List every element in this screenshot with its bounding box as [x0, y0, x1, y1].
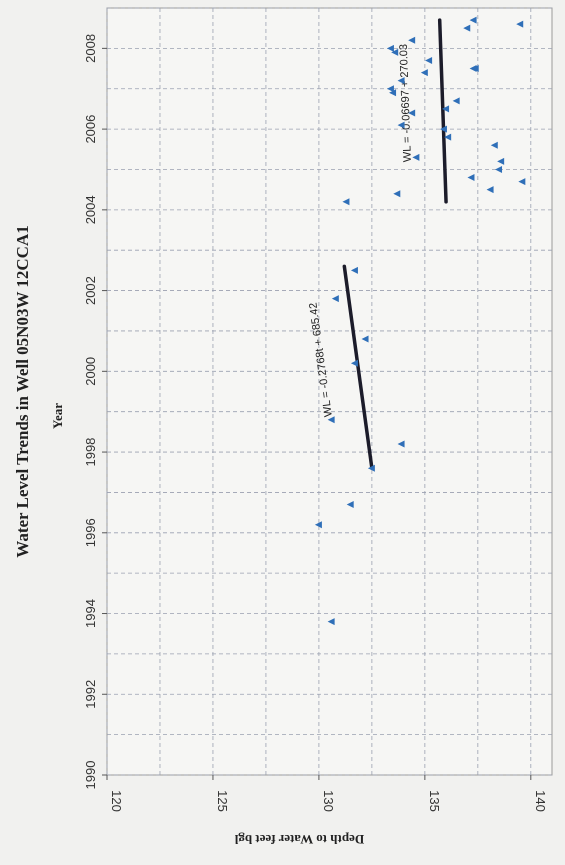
data-point	[425, 56, 433, 64]
y-axis-title: Depth to Water feet bgl	[234, 832, 364, 847]
y-tick-label: 130	[321, 790, 336, 812]
x-tick-label: 1996	[83, 518, 98, 547]
data-point	[408, 109, 416, 117]
data-point	[327, 416, 335, 424]
tick-labels: 1990 1992 1994 1996 1998 2000 2002 2004 2006 2008…	[83, 34, 548, 812]
data-point	[412, 153, 420, 161]
data-point	[452, 97, 460, 105]
trendline	[437, 18, 448, 204]
data-point	[391, 48, 399, 56]
y-tick-label: 120	[109, 790, 124, 812]
data-point	[444, 133, 452, 141]
data-point	[471, 65, 479, 73]
data-point	[386, 85, 394, 93]
data-point	[420, 69, 428, 77]
data-point	[469, 16, 477, 24]
y-tick-label: 140	[533, 790, 548, 812]
y-tick-label: 125	[215, 790, 230, 812]
data-point	[342, 198, 350, 206]
data-point	[397, 77, 405, 85]
data-points	[314, 16, 526, 626]
grid	[106, 7, 552, 776]
data-point	[346, 501, 354, 509]
data-point	[397, 440, 405, 448]
data-point	[327, 618, 335, 626]
chart-title: Water Level Trends in Well 05N03W 12CCA1	[13, 225, 32, 557]
x-tick-label: 2004	[83, 195, 98, 224]
data-point	[367, 464, 375, 472]
data-point	[314, 521, 322, 529]
data-point	[389, 89, 397, 97]
data-point	[397, 121, 405, 129]
data-point	[408, 36, 416, 44]
data-point	[439, 125, 447, 133]
data-point	[497, 157, 505, 165]
x-tick-label: 2000	[83, 357, 98, 386]
data-point	[393, 190, 401, 198]
data-point	[467, 174, 475, 182]
x-tick-label: 2002	[83, 276, 98, 305]
x-tick-label: 1994	[83, 599, 98, 628]
x-tick-label: 2006	[83, 115, 98, 144]
data-point	[361, 335, 369, 343]
x-tick-label: 2008	[83, 34, 98, 63]
data-point	[442, 105, 450, 113]
x-tick-label: 1998	[83, 438, 98, 467]
data-point	[386, 44, 394, 52]
data-point	[516, 20, 524, 28]
data-point	[490, 141, 498, 149]
x-axis-title: Year	[50, 403, 65, 429]
trendline	[342, 264, 374, 470]
data-point	[350, 266, 358, 274]
data-point	[331, 295, 339, 303]
data-point	[350, 359, 358, 367]
x-tick-label: 1992	[83, 680, 98, 709]
y-tick-label: 135	[427, 790, 442, 812]
x-tick-label: 1990	[83, 761, 98, 790]
data-point	[495, 165, 503, 173]
trendline-equation: WL = -0.06697 + 270.03	[398, 44, 414, 163]
data-point	[463, 24, 471, 32]
data-point	[518, 178, 526, 186]
data-point	[486, 186, 494, 194]
